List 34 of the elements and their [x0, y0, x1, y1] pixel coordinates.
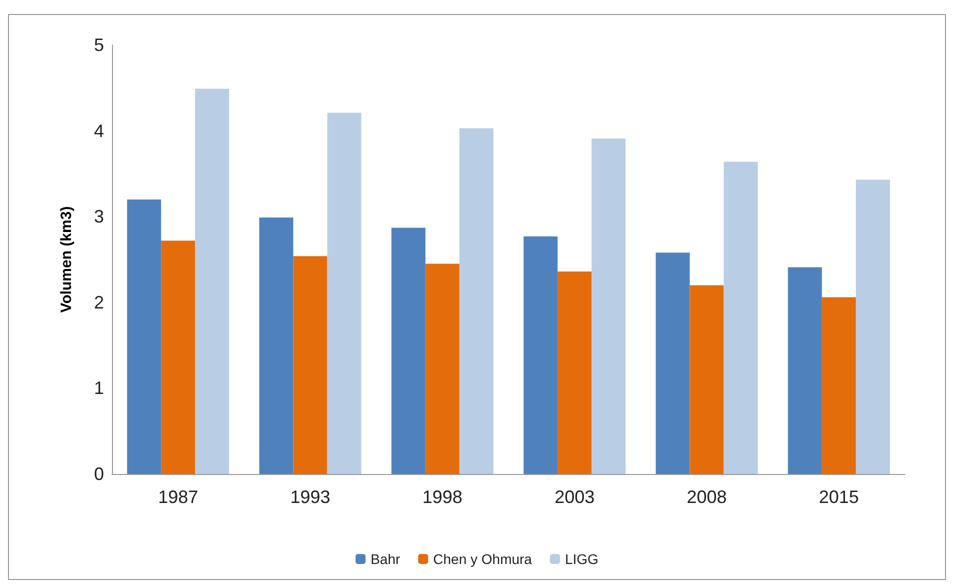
bar: [558, 272, 592, 474]
y-tick-label: 2: [94, 292, 104, 312]
legend-label: LIGG: [564, 551, 598, 567]
bar: [822, 297, 856, 474]
x-tick-label: 2015: [818, 487, 859, 507]
bar: [690, 285, 724, 474]
bar: [592, 138, 626, 474]
legend-label: Bahr: [370, 551, 400, 567]
x-tick-label: 1998: [422, 487, 462, 507]
bar: [459, 128, 494, 474]
y-tick-label: 3: [94, 206, 104, 227]
y-axis-title: Volumen (km3): [58, 206, 75, 313]
x-tick-label: 1987: [158, 487, 198, 507]
bar: [195, 88, 230, 474]
y-tick-label: 5: [94, 35, 104, 55]
y-tick-label: 4: [94, 120, 104, 141]
bar: [425, 264, 460, 474]
bar: [856, 180, 890, 474]
x-tick-label: 1993: [290, 487, 330, 507]
bar: [656, 252, 690, 474]
bar: [293, 256, 328, 474]
bar: [788, 267, 822, 474]
bar: [161, 240, 196, 474]
bar: [524, 236, 558, 474]
y-tick-label: 0: [94, 464, 104, 484]
bar: [724, 162, 758, 474]
bar: [259, 217, 294, 474]
bar: [327, 112, 362, 474]
x-tick-label: 2008: [686, 487, 727, 507]
x-tick-label: 2003: [554, 487, 595, 507]
y-tick-label: 1: [94, 378, 104, 398]
legend-label: Chen y Ohmura: [433, 551, 532, 567]
bar: [391, 228, 426, 474]
bar: [127, 199, 162, 474]
